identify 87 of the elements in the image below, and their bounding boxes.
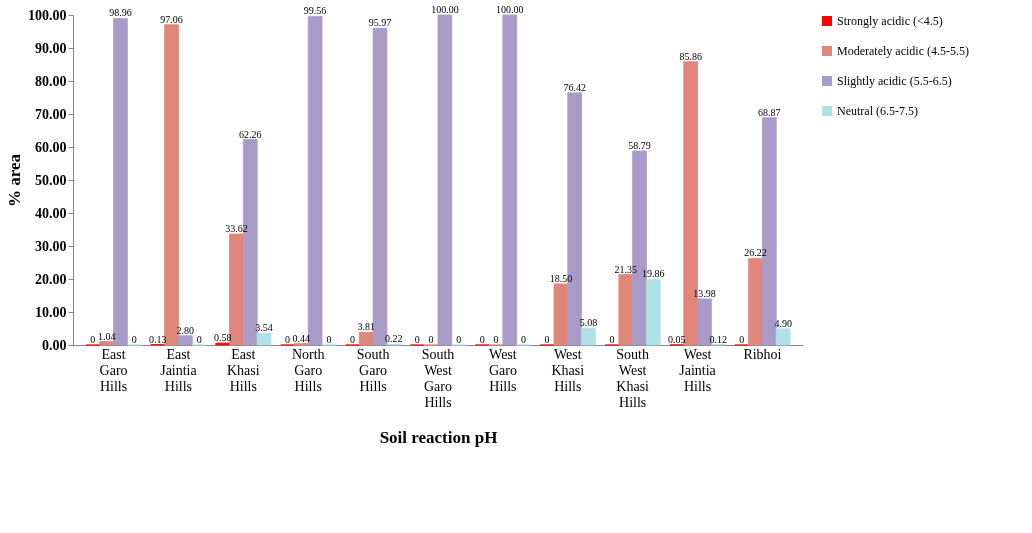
legend-label: Moderately acidic (4.5-5.5) [837, 44, 969, 58]
y-tick-label: 70.00 [35, 106, 67, 122]
x-tick-label: West Jaintia Hills [679, 346, 717, 394]
data-label: 99.56 [303, 5, 327, 17]
data-label: 97.06 [160, 13, 183, 25]
x-tick-label: South West Khasi Hills [616, 346, 650, 410]
data-label: 76.42 [563, 81, 586, 93]
data-label: 5.08 [579, 317, 598, 329]
data-label: 1.04 [97, 330, 116, 342]
data-label: 0 [285, 334, 291, 345]
data-label: 0 [428, 334, 434, 345]
data-label: 21.35 [614, 263, 638, 275]
x-tick-label: East Jaintia Hills [160, 346, 198, 394]
y-tick-label: 20.00 [35, 271, 67, 287]
bar [178, 335, 193, 346]
data-label: 0 [90, 334, 96, 345]
data-label: 68.87 [758, 106, 781, 118]
data-label: 0 [414, 334, 420, 345]
data-label: 0 [493, 334, 499, 345]
data-label: 0.44 [292, 332, 311, 344]
y-tick-label: 100.00 [28, 7, 67, 23]
x-tick-label: West Garo Hills [488, 346, 517, 394]
bar [164, 24, 179, 346]
data-label: 0 [349, 334, 355, 345]
bar [437, 14, 453, 346]
data-label: 0.13 [149, 333, 167, 345]
data-label: 0.05 [668, 333, 686, 345]
data-label: 0 [456, 334, 462, 345]
data-label: 0 [326, 334, 332, 345]
data-label: 0 [196, 334, 202, 345]
data-label: 95.97 [368, 17, 392, 29]
data-label: 0 [479, 334, 485, 345]
data-label: 33.62 [225, 223, 248, 235]
bar [256, 332, 272, 346]
x-tick-label: North Garo Hills [291, 346, 325, 394]
y-axis-title: % area [5, 153, 24, 208]
bar [358, 332, 374, 346]
data-label: 0.12 [709, 333, 727, 345]
data-label: 100.00 [496, 4, 524, 15]
data-label: 62.26 [238, 128, 262, 140]
data-label: 19.86 [642, 268, 665, 280]
legend-label: Neutral (6.5-7.5) [837, 104, 918, 118]
data-label: 0 [739, 334, 745, 345]
legend-label: Strongly acidic (<4.5) [837, 14, 943, 28]
data-label: 85.86 [679, 50, 702, 62]
data-label: 2.80 [176, 324, 195, 336]
x-tick-label: South Garo Hills [356, 346, 390, 394]
bar [748, 258, 763, 346]
y-tick-label: 90.00 [35, 40, 67, 56]
x-tick-label: Ribhoi [743, 346, 782, 362]
data-label: 0.22 [385, 333, 403, 345]
data-label: 98.96 [109, 7, 132, 19]
x-tick-label: West Khasi Hills [551, 346, 585, 394]
data-label: 0 [544, 334, 550, 345]
y-tick-label: 10.00 [35, 304, 67, 320]
data-label: 3.81 [357, 321, 375, 333]
bar [646, 279, 661, 346]
y-tick-label: 0.00 [42, 337, 67, 353]
bar [618, 274, 634, 346]
data-label: 3.54 [255, 322, 273, 334]
x-tick-label: East Khasi Hills [227, 346, 260, 394]
data-label: 13.98 [693, 287, 716, 299]
y-tick-label: 60.00 [35, 139, 67, 155]
bar [99, 341, 114, 346]
data-label: 100.00 [431, 4, 459, 15]
x-tick-label: South West Garo Hills [421, 346, 455, 410]
bar [775, 328, 791, 346]
x-tick-label: East Garo Hills [99, 346, 128, 394]
legend-label: Slightly acidic (5.5-6.5) [837, 74, 952, 88]
bar [697, 298, 712, 346]
data-label: 0 [131, 334, 137, 345]
bar [229, 233, 244, 346]
data-label: 0 [521, 334, 527, 345]
data-label: 4.90 [774, 317, 792, 329]
data-label: 26.22 [744, 247, 767, 259]
y-tick-label: 50.00 [35, 172, 67, 188]
data-label: 0.58 [213, 332, 232, 344]
x-axis-title: Soil reaction pH [379, 427, 498, 447]
y-tick-label: 30.00 [35, 238, 67, 254]
data-label: 0 [609, 334, 615, 345]
data-label: 58.79 [628, 139, 651, 151]
y-tick-label: 40.00 [35, 205, 67, 221]
bar [553, 283, 569, 346]
bar [581, 327, 596, 346]
data-label: 18.50 [549, 272, 573, 284]
bar [502, 14, 518, 346]
y-tick-label: 80.00 [35, 73, 67, 89]
